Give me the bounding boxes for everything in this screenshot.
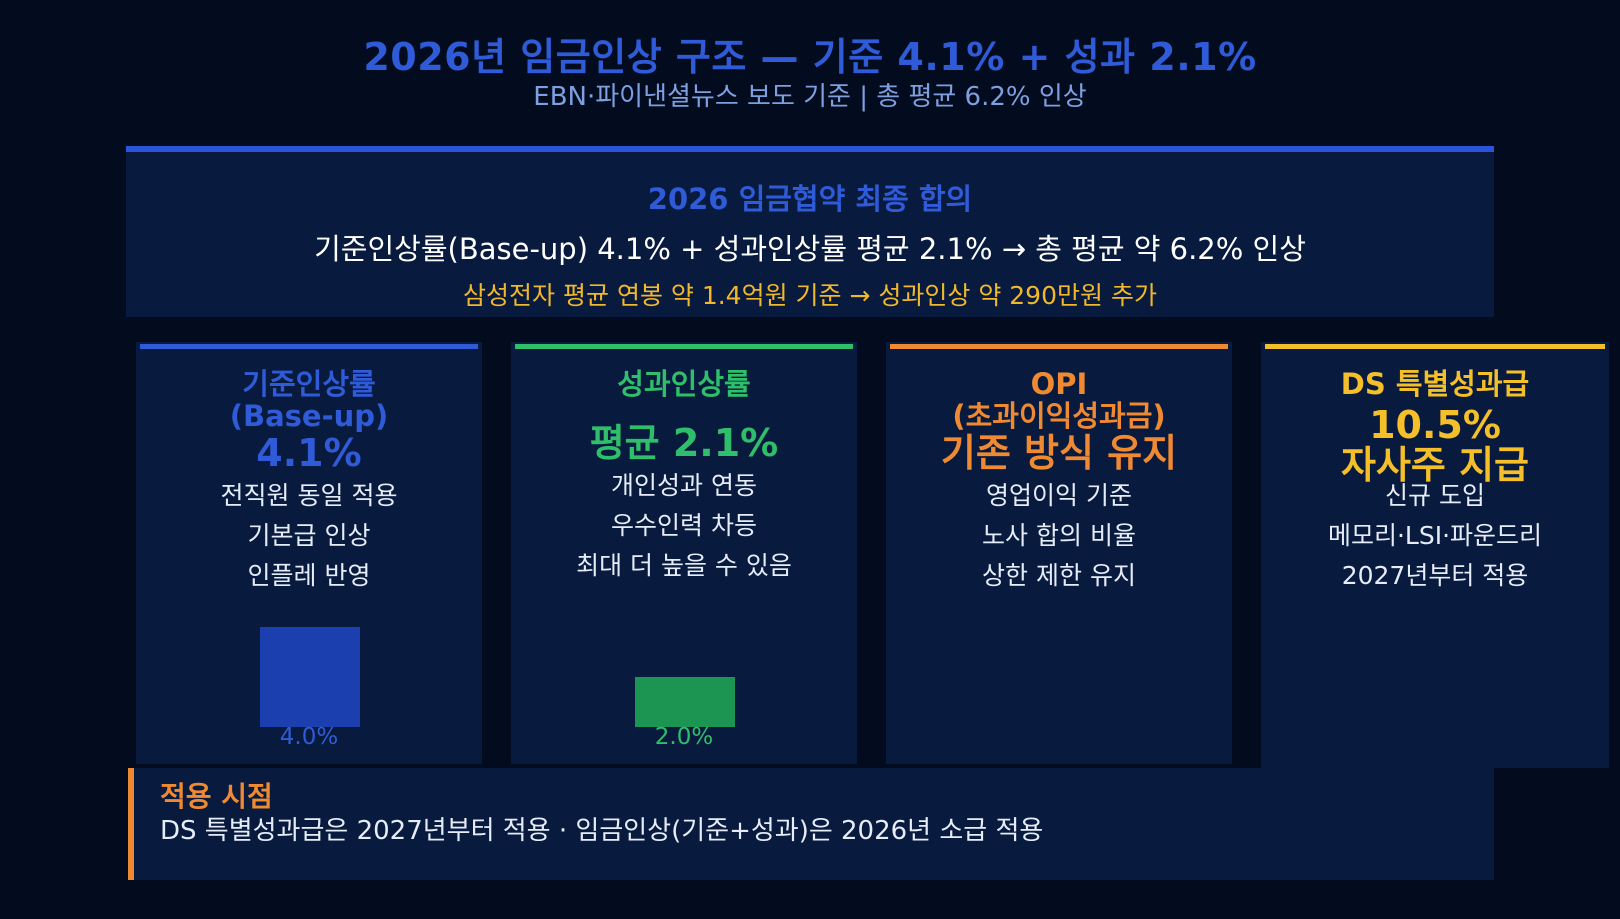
summary-title: 2026 임금협약 최종 합의 <box>647 182 973 216</box>
card-title: DS 특별성과급 <box>1340 367 1530 401</box>
timing-title: 적용 시점 <box>160 780 273 813</box>
card-accent-bar <box>890 344 1228 349</box>
card-value: 평균 2.1% <box>589 421 779 465</box>
card-title: 기준인상률 <box>242 367 376 401</box>
page-subtitle: EBN·파이낸셜뉴스 보도 기준 | 총 평균 6.2% 인상 <box>533 82 1087 112</box>
page-title: 2026년 임금인상 구조 — 기준 4.1% + 성과 2.1% <box>363 35 1257 79</box>
card-lines: 신규 도입 메모리·LSI·파운드리 2027년부터 적용 <box>1261 476 1609 596</box>
card-line: 상한 제한 유지 <box>982 561 1136 590</box>
card-ds-bonus: DS 특별성과급 10.5% 자사주 지급 신규 도입 메모리·LSI·파운드리… <box>1261 342 1609 768</box>
card-performance: 성과인상률 평균 2.1% 개인성과 연동 우수인력 차등 최대 더 높을 수 … <box>511 342 857 764</box>
card-lines: 영업이익 기준 노사 합의 비율 상한 제한 유지 <box>886 476 1232 596</box>
card-accent-bar <box>140 344 478 349</box>
card-value: 4.1% <box>256 431 362 475</box>
card-title: 성과인상률 <box>617 367 751 401</box>
card-line: 기본급 인상 <box>247 521 371 550</box>
card-value: 기존 방식 유지 <box>940 431 1178 475</box>
card-line: 우수인력 차등 <box>611 511 757 540</box>
card-lines: 전직원 동일 적용 기본급 인상 인플레 반영 <box>136 476 482 596</box>
card-bar-label: 4.0% <box>279 724 339 750</box>
card-title: OPI <box>1030 367 1088 401</box>
card-opi: OPI (초과이익성과금) 기존 방식 유지 영업이익 기준 노사 합의 비율 … <box>886 342 1232 764</box>
card-bar-rect <box>260 627 360 727</box>
card-title-sub: (초과이익성과금) <box>952 399 1166 433</box>
timing-panel: 적용 시점 DS 특별성과급은 2027년부터 적용 · 임금인상(기준+성과)… <box>128 768 1494 880</box>
card-bar-rect <box>635 677 735 727</box>
card-line: 개인성과 연동 <box>611 471 757 500</box>
card-accent-bar <box>1265 344 1605 349</box>
card-title-sub: (Base-up) <box>229 399 389 433</box>
card-lines: 개인성과 연동 우수인력 차등 최대 더 높을 수 있음 <box>511 466 857 586</box>
card-accent-bar <box>515 344 853 349</box>
card-line: 메모리·LSI·파운드리 <box>1327 521 1543 550</box>
card-line: 최대 더 높을 수 있음 <box>576 551 792 580</box>
summary-note: 삼성전자 평균 연봉 약 1.4억원 기준 → 성과인상 약 290만원 추가 <box>463 281 1157 310</box>
card-value: 10.5% <box>1369 403 1501 447</box>
timing-text: DS 특별성과급은 2027년부터 적용 · 임금인상(기준+성과)은 2026… <box>160 816 1044 846</box>
card-line: 전직원 동일 적용 <box>220 481 398 510</box>
card-line: 영업이익 기준 <box>986 481 1132 510</box>
summary-main-text: 기준인상률(Base-up) 4.1% + 성과인상률 평균 2.1% → 총 … <box>314 232 1306 266</box>
card-line: 신규 도입 <box>1385 481 1485 510</box>
card-line: 인플레 반영 <box>247 561 371 590</box>
card-value-sub: 자사주 지급 <box>1340 443 1530 487</box>
summary-panel: 2026 임금협약 최종 합의 기준인상률(Base-up) 4.1% + 성과… <box>126 146 1494 317</box>
card-line: 노사 합의 비율 <box>982 521 1136 550</box>
card-base-up: 기준인상률 (Base-up) 4.1% 전직원 동일 적용 기본급 인상 인플… <box>136 342 482 764</box>
card-line: 2027년부터 적용 <box>1341 561 1529 590</box>
card-bar-label: 2.0% <box>654 724 714 750</box>
